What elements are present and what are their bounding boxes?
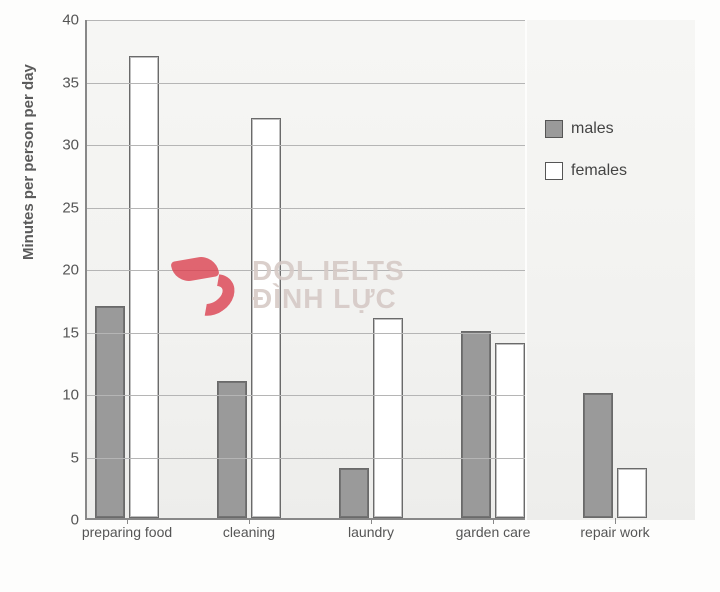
x-axis-label: garden care (456, 518, 531, 540)
x-axis-label: preparing food (82, 518, 172, 540)
y-tick-label: 5 (71, 449, 87, 466)
watermark-line-1: DOL IELTS (252, 257, 405, 285)
y-tick-label: 35 (62, 74, 87, 91)
watermark-line-2: ĐÌNH LỰC (252, 285, 405, 313)
chart-container: Minutes per person per day 0510152025303… (35, 20, 695, 560)
legend-swatch-males (545, 120, 563, 138)
grid-line (87, 20, 525, 21)
bar-males (583, 393, 613, 518)
grid-line (87, 458, 525, 459)
legend-label-males: males (571, 120, 614, 138)
bar-females (129, 56, 159, 519)
bar-males (339, 468, 369, 518)
legend-item-males: males (545, 120, 695, 138)
y-tick-label: 10 (62, 387, 87, 404)
legend-swatch-females (545, 162, 563, 180)
bar-females (495, 343, 525, 518)
legend-item-females: females (545, 162, 695, 180)
bar-females (617, 468, 647, 518)
grid-line (87, 83, 525, 84)
x-axis-label: laundry (348, 518, 394, 540)
watermark: DOL IELTS ĐÌNH LỰC (170, 250, 405, 320)
x-axis-label: repair work (580, 518, 649, 540)
y-tick-label: 20 (62, 262, 87, 279)
legend: males females (545, 120, 695, 204)
bar-males (95, 306, 125, 519)
bar-males (217, 381, 247, 519)
watermark-logo-icon (170, 250, 240, 320)
grid-line (87, 208, 525, 209)
y-tick-label: 15 (62, 324, 87, 341)
grid-line (87, 145, 525, 146)
y-tick-label: 40 (62, 12, 87, 29)
x-axis-label: cleaning (223, 518, 275, 540)
y-tick-label: 25 (62, 199, 87, 216)
y-tick-label: 30 (62, 137, 87, 154)
grid-line (87, 333, 525, 334)
grid-line (87, 395, 525, 396)
bar-females (373, 318, 403, 518)
legend-label-females: females (571, 162, 627, 180)
y-axis-label: Minutes per person per day (20, 64, 37, 260)
watermark-text: DOL IELTS ĐÌNH LỰC (252, 257, 405, 313)
bar-males (461, 331, 491, 519)
